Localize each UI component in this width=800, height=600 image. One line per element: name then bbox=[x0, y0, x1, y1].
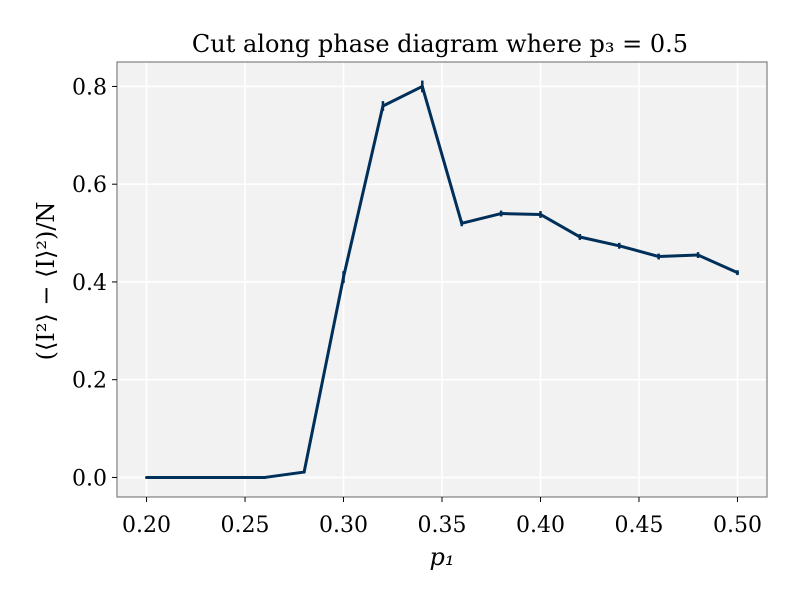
data-point bbox=[538, 212, 542, 216]
data-point bbox=[578, 235, 582, 239]
x-tick-label: 0.20 bbox=[122, 513, 171, 538]
axis-ticks: 0.20 0.25 0.30 0.35 0.40 0.45 0.50 0.0 0.2 0.4 0.6… bbox=[72, 75, 762, 538]
x-tick-label: 0.35 bbox=[418, 513, 467, 538]
data-point bbox=[617, 244, 621, 248]
data-point bbox=[145, 475, 149, 479]
x-tick-label: 0.40 bbox=[516, 513, 565, 538]
series-layer bbox=[145, 80, 739, 479]
data-point bbox=[263, 475, 267, 479]
series-line bbox=[146, 84, 739, 479]
data-point bbox=[460, 221, 464, 225]
y-tick-label: 0.0 bbox=[72, 466, 107, 491]
chart-title: Cut along phase diagram where p₃ = 0.5 bbox=[192, 30, 688, 58]
data-point bbox=[420, 84, 424, 88]
x-tick-label: 0.30 bbox=[319, 513, 368, 538]
data-point bbox=[735, 271, 739, 275]
x-tick-label: 0.50 bbox=[713, 513, 762, 538]
y-tick-label: 0.4 bbox=[72, 271, 107, 296]
data-point bbox=[342, 275, 346, 279]
y-tick-label: 0.6 bbox=[72, 173, 107, 198]
x-tick-label: 0.25 bbox=[221, 513, 270, 538]
y-tick-label: 0.2 bbox=[72, 369, 107, 394]
data-point bbox=[381, 104, 385, 108]
data-point bbox=[302, 470, 306, 474]
x-tick-label: 0.45 bbox=[614, 513, 663, 538]
data-point bbox=[223, 475, 227, 479]
data-point bbox=[184, 475, 188, 479]
data-point bbox=[696, 253, 700, 257]
x-axis-label: p₁ bbox=[430, 543, 455, 571]
data-point bbox=[657, 255, 661, 259]
y-tick-label: 0.8 bbox=[72, 75, 107, 100]
data-point bbox=[499, 212, 503, 216]
y-axis-label: (⟨I²⟩ − ⟨I⟩²)/N bbox=[32, 202, 60, 361]
